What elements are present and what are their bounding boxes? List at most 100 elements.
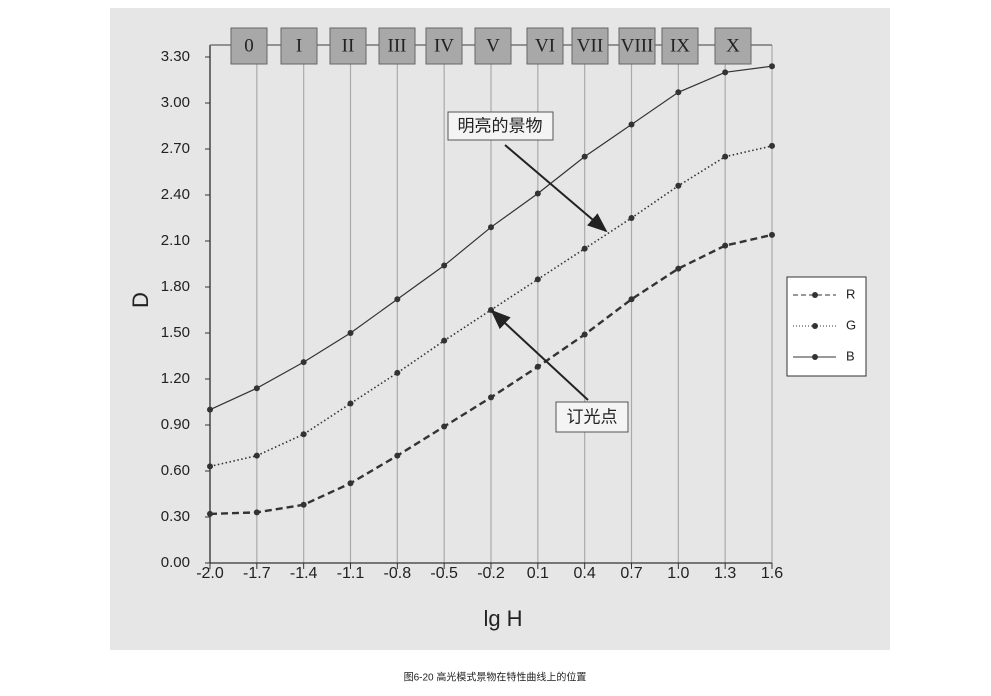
- zone-label: IV: [434, 35, 454, 56]
- zone-box: [714, 27, 752, 65]
- zone-box: [474, 27, 512, 65]
- zone-box: [571, 27, 609, 65]
- zone-box: [618, 27, 656, 65]
- zone-label: III: [388, 35, 407, 56]
- zone-box: [230, 27, 268, 65]
- point: [347, 400, 354, 407]
- x-tick-label: -1.1: [337, 565, 365, 582]
- zone: I: [280, 27, 318, 65]
- point: [300, 431, 307, 438]
- plot: -2.0 -1.7 -1.4 -1.1 -0.8 -0.5 -0.2 0.1 0.4 0.7 1.0…: [161, 27, 783, 582]
- y-tick-label: 0.90: [161, 416, 190, 433]
- zone: X: [714, 27, 752, 65]
- zone-box: [661, 27, 699, 65]
- point: [675, 89, 682, 96]
- x-tick-label: -0.2: [477, 565, 505, 582]
- point: [534, 276, 541, 283]
- annotation-box: [447, 111, 554, 141]
- zone-box: [329, 27, 367, 65]
- point: [534, 363, 541, 370]
- x-tick-label: 0.4: [574, 565, 596, 582]
- zone: IX: [661, 27, 699, 65]
- annotation: 订光点: [567, 407, 618, 426]
- y-tick-label: 1.50: [161, 324, 190, 341]
- point: [253, 452, 260, 459]
- annotation-box: [555, 401, 629, 433]
- point: [722, 242, 729, 249]
- point: [581, 331, 588, 338]
- y-tick-label: 2.70: [161, 140, 190, 157]
- zone-label: II: [342, 35, 355, 56]
- zone-label: V: [486, 35, 500, 56]
- point: [675, 265, 682, 272]
- point: [207, 463, 213, 470]
- x-tick-label: -1.7: [243, 565, 271, 582]
- point: [722, 69, 729, 76]
- zone: VI: [526, 27, 564, 65]
- point: [769, 142, 775, 149]
- zone-box: [526, 27, 564, 65]
- point: [581, 245, 588, 252]
- point: [534, 190, 541, 197]
- point: [207, 510, 213, 517]
- zone-box: [378, 27, 416, 65]
- arrow: [504, 144, 608, 233]
- zone: V: [474, 27, 512, 65]
- legend-marker: [812, 292, 818, 298]
- zone: VII: [571, 27, 609, 65]
- x-tick-label: 1.3: [714, 565, 736, 582]
- point: [394, 296, 401, 303]
- zone-label: X: [726, 35, 740, 56]
- y-tick-label: 1.80: [161, 278, 190, 295]
- point: [207, 406, 213, 413]
- point: [628, 215, 635, 221]
- point: [581, 153, 588, 160]
- legend-label: G: [846, 317, 856, 332]
- legend-marker: [812, 323, 818, 329]
- x-axis-label: lg H: [483, 606, 522, 631]
- point: [769, 63, 775, 70]
- zone-label: IX: [670, 35, 690, 56]
- zone-label: VII: [577, 35, 603, 56]
- x-tick-label: 1.0: [667, 565, 689, 582]
- point: [347, 480, 354, 487]
- point: [300, 359, 307, 366]
- y-tick-label: 2.10: [161, 232, 190, 249]
- zone-label: VI: [535, 35, 555, 56]
- y-tick-label: 0.60: [161, 462, 190, 479]
- zone: 0: [230, 27, 268, 65]
- point: [347, 330, 354, 336]
- panel: [110, 8, 890, 650]
- zone: IV: [425, 27, 463, 65]
- zone-box: [425, 27, 463, 65]
- zone: II: [329, 27, 367, 65]
- x-tick-label: 0.1: [527, 565, 549, 582]
- point: [769, 231, 775, 238]
- zone-label: I: [296, 35, 302, 56]
- x-tick-label: -1.4: [290, 565, 318, 582]
- point: [722, 153, 729, 160]
- point: [488, 224, 494, 231]
- legend-label: B: [846, 348, 855, 363]
- zone-label: 0: [244, 35, 254, 56]
- y-tick-label: 0.00: [161, 554, 190, 571]
- point: [488, 394, 494, 401]
- x-tick-label: -2.0: [196, 565, 224, 582]
- arrow: [490, 309, 589, 401]
- point: [675, 182, 682, 189]
- zone-label: VIII: [621, 35, 654, 56]
- zone-box: [280, 27, 318, 65]
- legend-label: R: [846, 286, 855, 301]
- point: [628, 296, 635, 303]
- y-axis-label: D: [128, 292, 153, 308]
- y-tick-label: 2.40: [161, 186, 190, 203]
- point: [441, 423, 448, 430]
- point: [628, 121, 635, 128]
- annotation: 明亮的景物: [458, 116, 543, 135]
- y-tick-label: 0.30: [161, 508, 190, 525]
- x-tick-label: 1.6: [761, 565, 783, 582]
- x-tick-label: -0.8: [384, 565, 412, 582]
- legend-marker: [812, 354, 818, 360]
- point: [441, 262, 448, 269]
